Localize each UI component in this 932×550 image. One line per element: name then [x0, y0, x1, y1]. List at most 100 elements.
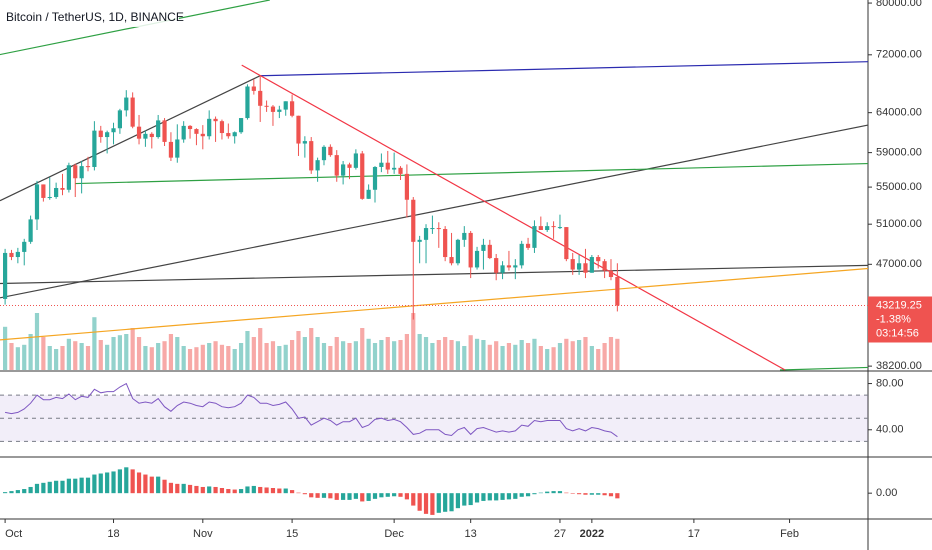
- candle-body: [557, 227, 563, 229]
- volume-bar: [60, 346, 65, 370]
- candle-body: [200, 133, 205, 137]
- macd-bar: [41, 482, 46, 494]
- macd-bar: [168, 482, 174, 494]
- volume-bar: [366, 338, 371, 370]
- volume-bar: [532, 338, 537, 370]
- macd-bar: [283, 488, 288, 494]
- candle-body: [47, 197, 52, 199]
- macd-bar: [9, 491, 14, 494]
- volume-bar: [15, 347, 20, 370]
- volume-bar: [443, 337, 448, 370]
- candle-body: [404, 173, 409, 200]
- volume-bar: [545, 349, 550, 370]
- volume-bar: [525, 343, 531, 370]
- candle-body: [302, 141, 307, 144]
- volume-bar: [124, 334, 129, 370]
- macd-bar: [213, 486, 218, 494]
- macd-bar: [66, 478, 71, 494]
- candle-body: [532, 226, 537, 248]
- macd-bar: [130, 469, 135, 494]
- macd-bar: [468, 493, 473, 506]
- candle-body: [602, 261, 607, 271]
- volume-bar: [251, 337, 256, 370]
- volume-bar: [289, 340, 295, 370]
- volume-bar: [258, 328, 263, 370]
- macd-bar: [519, 493, 524, 497]
- volume-bar: [385, 337, 390, 370]
- candle-body: [525, 243, 531, 248]
- volume-bar: [608, 337, 614, 370]
- trend-line: [260, 61, 869, 77]
- volume-bar: [156, 343, 161, 370]
- macd-bar: [143, 474, 148, 494]
- macd-bar: [487, 493, 492, 501]
- x-tick-label: 27: [554, 528, 566, 540]
- macd-bar: [156, 476, 161, 494]
- volume-bar: [430, 343, 435, 370]
- macd-bar: [455, 493, 461, 509]
- candle-body: [41, 184, 46, 198]
- macd-bar: [124, 467, 129, 494]
- volume-bar: [34, 313, 40, 370]
- macd-bar: [366, 493, 371, 501]
- candle-body: [168, 141, 174, 158]
- macd-bar: [79, 477, 84, 494]
- trend-line: [0, 264, 869, 285]
- x-tick-label: 18: [107, 528, 119, 540]
- x-tick-label: Oct: [5, 528, 22, 540]
- candle-body: [353, 153, 358, 168]
- candle-body: [513, 265, 518, 268]
- candle-body: [360, 153, 365, 199]
- candle-body: [315, 160, 320, 171]
- candle-body: [564, 227, 569, 260]
- candle-body: [111, 128, 116, 133]
- macd-bar: [245, 486, 250, 494]
- y-tick-label: 80.00: [876, 377, 904, 389]
- candle-body: [187, 125, 193, 130]
- candle-body: [545, 226, 550, 230]
- volume-bar: [564, 338, 569, 370]
- volume-bar: [500, 346, 505, 370]
- candle-body: [449, 257, 454, 264]
- y-tick-label: 64000.00: [876, 107, 922, 119]
- candle-body: [436, 228, 441, 230]
- macd-bar: [436, 493, 441, 513]
- macd-bar: [232, 489, 237, 494]
- macd-bar: [136, 472, 142, 494]
- macd-bar: [513, 493, 518, 499]
- candle-body: [481, 244, 486, 251]
- candle-body: [232, 132, 237, 137]
- volume-bar: [117, 335, 123, 370]
- candle-body: [366, 189, 371, 199]
- candle-body: [105, 132, 110, 138]
- macd-bar: [360, 493, 365, 502]
- volume-bar: [136, 337, 142, 370]
- macd-bar: [398, 493, 403, 497]
- macd-bar: [321, 493, 327, 498]
- x-tick-label: 2022: [580, 528, 604, 540]
- y-tick-label: 55000.00: [876, 181, 922, 193]
- candle-body: [615, 277, 620, 306]
- candle-body: [576, 263, 582, 270]
- trend-line: [0, 267, 869, 341]
- candle-body: [289, 101, 295, 116]
- volume-bar: [494, 341, 499, 370]
- volume-bar: [538, 346, 543, 370]
- volume-bar: [576, 340, 582, 370]
- chart-title: Bitcoin / TetherUS, 1D, BINANCE: [6, 10, 184, 24]
- macd-bar: [576, 493, 582, 495]
- macd-bar: [449, 493, 454, 512]
- y-tick-label: 38200.00: [876, 360, 922, 372]
- candle-body: [251, 86, 256, 91]
- candle-body: [136, 126, 142, 139]
- volume-bar: [232, 349, 237, 370]
- x-tick-label: 13: [465, 528, 477, 540]
- volume-bar: [551, 347, 556, 370]
- volume-bar: [207, 343, 212, 370]
- macd-bar: [98, 473, 103, 494]
- volume-bar: [28, 334, 33, 370]
- macd-bar: [315, 493, 320, 498]
- y-tick-label: 72000.00: [876, 49, 922, 61]
- macd-bar: [22, 489, 27, 494]
